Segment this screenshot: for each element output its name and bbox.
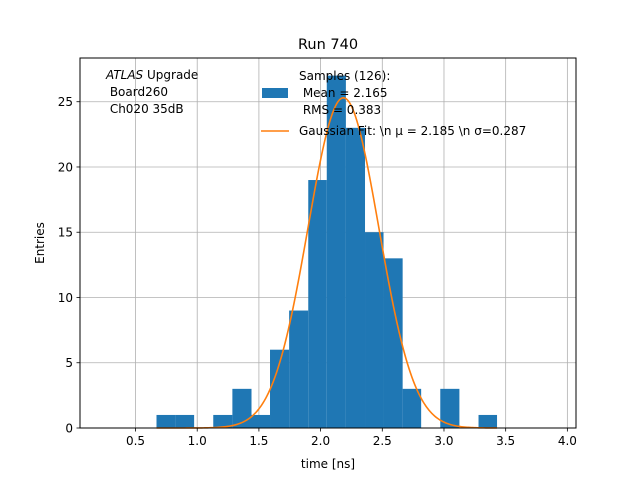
atlas-annotation: ATLAS Upgrade Board260 Ch020 35dB (105, 68, 198, 116)
x-tick-label: 2.0 (311, 434, 330, 448)
histogram-bar (365, 232, 384, 428)
histogram-bar (251, 414, 271, 428)
legend: Samples (126): Mean = 2.165 RMS = 0.383 … (261, 69, 526, 138)
x-tick-label: 3.0 (434, 434, 453, 448)
histogram-bar (175, 414, 195, 428)
histogram-bars (156, 75, 498, 428)
legend-fit-label: Gaussian Fit: \n μ = 2.185 \n σ=0.287 (299, 124, 526, 138)
y-tick-label: 20 (58, 160, 73, 174)
annotation-line-1: ATLAS Upgrade (105, 68, 198, 82)
annotation-line-3: Ch020 35dB (106, 102, 184, 116)
legend-histogram-swatch (262, 88, 288, 98)
histogram-bar (326, 75, 346, 428)
x-tick-label: 2.5 (373, 434, 392, 448)
x-axis-ticks: 0.5 1.0 1.5 2.0 2.5 3.0 3.5 4.0 (126, 428, 577, 448)
x-tick-label: 1.0 (188, 434, 207, 448)
legend-histogram-line-2: Mean = 2.165 (299, 86, 388, 100)
histogram-bar (383, 258, 403, 428)
y-axis-label: Entries (33, 222, 47, 264)
y-tick-label: 25 (58, 95, 73, 109)
y-tick-label: 0 (65, 422, 73, 436)
plot-area-frame (79, 57, 577, 429)
histogram-bar (270, 349, 290, 428)
annotation-upgrade: Upgrade (143, 68, 198, 82)
annotation-line-2: Board260 (106, 85, 168, 99)
histogram-bar (345, 127, 366, 428)
histogram-bar (478, 414, 498, 428)
legend-histogram-line-1: Samples (126): (299, 69, 390, 83)
histogram-bar (440, 388, 460, 428)
histogram-bar (156, 414, 176, 428)
y-tick-label: 10 (58, 291, 73, 305)
histogram-bar (402, 388, 422, 428)
legend-histogram-line-3: RMS = 0.383 (299, 103, 381, 117)
x-tick-label: 3.5 (496, 434, 515, 448)
y-tick-label: 15 (58, 226, 73, 240)
x-tick-label: 0.5 (126, 434, 145, 448)
x-tick-label: 1.5 (249, 434, 268, 448)
y-tick-label: 5 (65, 356, 73, 370)
histogram-bar (289, 310, 309, 428)
chart-title: Run 740 (298, 37, 358, 53)
histogram-bar (308, 180, 327, 428)
y-axis-ticks: 0 5 10 15 20 25 (58, 95, 80, 436)
annotation-atlas-italic: ATLAS (105, 68, 144, 82)
x-axis-label: time [ns] (301, 457, 355, 471)
histogram-bar (213, 414, 233, 428)
x-tick-label: 4.0 (558, 434, 577, 448)
histogram-bar (232, 388, 252, 428)
